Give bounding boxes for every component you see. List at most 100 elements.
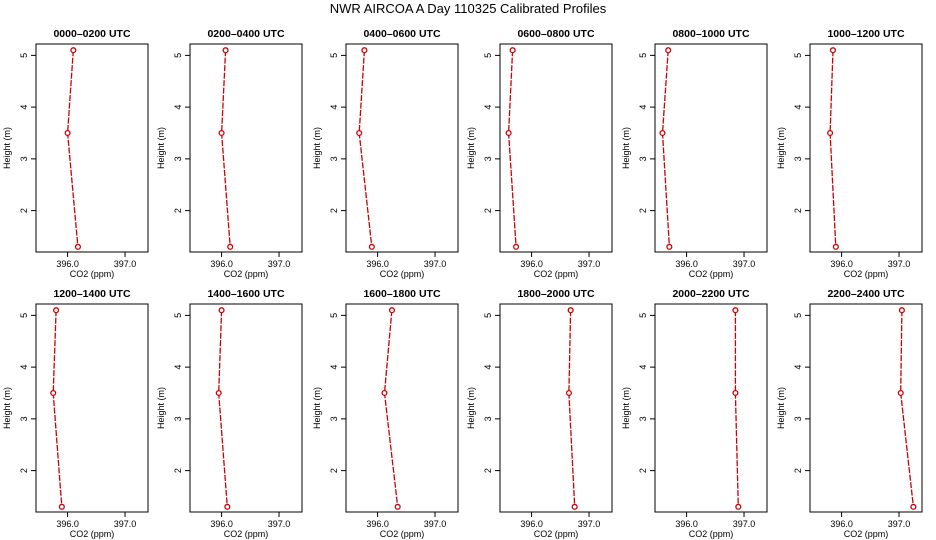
data-point bbox=[509, 47, 516, 54]
data-point bbox=[732, 307, 739, 314]
data-point bbox=[74, 243, 81, 250]
y-tick-label: 5 bbox=[793, 313, 803, 318]
panel-title: 0800–1000 UTC bbox=[672, 28, 749, 40]
data-point bbox=[827, 129, 834, 137]
data-point bbox=[735, 503, 742, 510]
x-tick-label: 396.0 bbox=[675, 259, 698, 269]
y-tick-label: 2 bbox=[173, 468, 183, 473]
panel-title: 2000–2200 UTC bbox=[672, 288, 749, 300]
y-axis-label: Height (m) bbox=[776, 127, 786, 169]
plot-frame bbox=[189, 303, 303, 513]
data-point bbox=[64, 129, 71, 137]
profile-line bbox=[507, 50, 517, 247]
y-tick-label: 5 bbox=[483, 313, 493, 318]
data-point bbox=[218, 307, 225, 314]
y-tick-label: 5 bbox=[638, 313, 648, 318]
x-tick-label: 396.0 bbox=[56, 259, 79, 269]
y-tick-label: 4 bbox=[638, 105, 648, 110]
chart-main-title: NWR AIRCOA A Day 110325 Calibrated Profi… bbox=[329, 1, 607, 16]
panel-title: 0000–0200 UTC bbox=[53, 28, 130, 40]
panel-title: 0400–0600 UTC bbox=[363, 28, 440, 40]
y-tick-label: 2 bbox=[793, 468, 803, 473]
data-point bbox=[53, 307, 60, 314]
data-point bbox=[381, 389, 388, 397]
data-point bbox=[58, 503, 65, 510]
x-axis-label: CO2 (ppm) bbox=[70, 529, 115, 539]
y-tick-label: 4 bbox=[483, 365, 493, 370]
panel-title: 1000–1200 UTC bbox=[827, 28, 904, 40]
x-tick-label: 396.0 bbox=[210, 519, 233, 529]
y-tick-label: 4 bbox=[173, 365, 183, 370]
plot-frame bbox=[499, 43, 613, 253]
y-axis-label: Height (m) bbox=[466, 387, 476, 429]
data-point bbox=[505, 129, 512, 137]
data-point bbox=[394, 503, 401, 510]
x-tick-label: 397.0 bbox=[733, 519, 756, 529]
panel-title: 2200–2400 UTC bbox=[827, 288, 904, 300]
y-axis-label: Height (m) bbox=[466, 127, 476, 169]
data-point bbox=[215, 389, 222, 397]
profile-line bbox=[734, 310, 739, 507]
profile-line bbox=[568, 310, 576, 507]
y-tick-label: 4 bbox=[19, 105, 29, 110]
data-point bbox=[832, 243, 839, 250]
data-point bbox=[571, 503, 578, 510]
data-point bbox=[513, 243, 520, 250]
profile-line bbox=[829, 50, 837, 247]
plot-frame bbox=[35, 303, 149, 513]
plot-frame bbox=[35, 43, 149, 253]
y-tick-label: 5 bbox=[329, 313, 339, 318]
plot-frame bbox=[345, 303, 459, 513]
y-tick-label: 5 bbox=[329, 53, 339, 58]
profile-line bbox=[218, 310, 228, 507]
plot-frame bbox=[499, 303, 613, 513]
data-point bbox=[567, 307, 574, 314]
x-tick-label: 397.0 bbox=[578, 519, 601, 529]
x-axis-label: CO2 (ppm) bbox=[689, 269, 734, 279]
x-tick-label: 396.0 bbox=[520, 259, 543, 269]
profile-line bbox=[661, 50, 671, 247]
x-tick-label: 397.0 bbox=[424, 519, 447, 529]
y-axis-label: Height (m) bbox=[621, 127, 631, 169]
x-tick-label: 396.0 bbox=[366, 519, 389, 529]
profile-line bbox=[220, 50, 231, 247]
plot-frame bbox=[189, 43, 303, 253]
data-point bbox=[898, 307, 905, 314]
plot-frame bbox=[345, 43, 459, 253]
y-tick-label: 5 bbox=[638, 53, 648, 58]
y-axis-label: Height (m) bbox=[2, 387, 12, 429]
data-point bbox=[356, 129, 363, 137]
x-axis-label: CO2 (ppm) bbox=[380, 529, 425, 539]
data-point bbox=[361, 47, 368, 54]
y-tick-label: 2 bbox=[638, 208, 648, 213]
x-tick-label: 397.0 bbox=[733, 259, 756, 269]
x-axis-label: CO2 (ppm) bbox=[844, 529, 889, 539]
x-tick-label: 396.0 bbox=[366, 259, 389, 269]
data-point bbox=[224, 503, 231, 510]
x-axis-label: CO2 (ppm) bbox=[380, 269, 425, 279]
y-tick-label: 4 bbox=[793, 365, 803, 370]
y-tick-label: 3 bbox=[329, 156, 339, 161]
data-point bbox=[227, 243, 234, 250]
x-axis-label: CO2 (ppm) bbox=[534, 529, 579, 539]
data-point bbox=[70, 47, 77, 54]
y-axis-label: Height (m) bbox=[776, 387, 786, 429]
y-tick-label: 3 bbox=[483, 416, 493, 421]
profile-line bbox=[52, 310, 63, 507]
x-tick-label: 397.0 bbox=[578, 259, 601, 269]
y-tick-label: 4 bbox=[638, 365, 648, 370]
y-tick-label: 3 bbox=[173, 156, 183, 161]
data-point bbox=[732, 389, 739, 397]
x-axis-label: CO2 (ppm) bbox=[844, 269, 889, 279]
y-tick-label: 2 bbox=[329, 468, 339, 473]
panel-title: 0200–0400 UTC bbox=[207, 28, 284, 40]
data-point bbox=[565, 389, 572, 397]
y-tick-label: 2 bbox=[173, 208, 183, 213]
data-point bbox=[666, 243, 673, 250]
profile-line bbox=[66, 50, 79, 247]
x-tick-label: 396.0 bbox=[56, 519, 79, 529]
panel-title: 1200–1400 UTC bbox=[53, 288, 130, 300]
y-axis-label: Height (m) bbox=[312, 127, 322, 169]
data-point bbox=[910, 503, 917, 510]
